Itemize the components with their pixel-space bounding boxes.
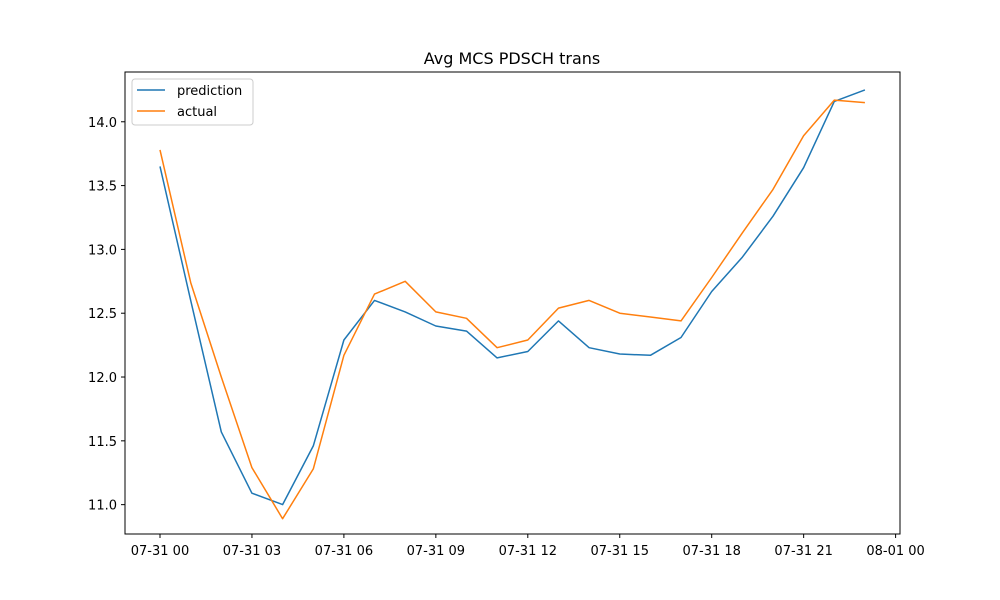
x-tick-label: 07-31 06 — [315, 544, 373, 559]
y-tick-label: 12.5 — [88, 307, 117, 322]
y-tick-label: 13.5 — [88, 180, 117, 195]
plot-frame — [124, 71, 901, 535]
y-axis: 11.0 11.5 12.0 12.5 13.0 13.5 14.0 — [88, 116, 125, 514]
legend-label-actual: actual — [177, 105, 217, 120]
y-tick-label: 11.0 — [88, 499, 117, 514]
y-tick-label: 13.0 — [88, 243, 117, 258]
legend: prediction actual — [131, 78, 254, 126]
series-line-actual — [159, 99, 865, 520]
series-line-prediction — [159, 89, 866, 506]
x-tick-label: 08-01 00 — [866, 544, 924, 559]
y-tick-label: 11.5 — [88, 435, 117, 450]
x-tick-label: 07-31 09 — [407, 544, 465, 559]
x-tick-label: 07-31 00 — [131, 544, 189, 559]
y-tick-label: 12.0 — [88, 371, 117, 386]
x-tick-label: 07-31 03 — [223, 544, 281, 559]
x-tick-label: 07-31 18 — [682, 544, 740, 559]
x-axis: 07-31 00 07-31 03 07-31 06 07-31 09 07-31 12… — [131, 534, 925, 559]
series-layer — [159, 89, 866, 520]
x-tick-label: 07-31 15 — [591, 544, 649, 559]
x-tick-label: 07-31 12 — [499, 544, 557, 559]
legend-label-prediction: prediction — [177, 84, 242, 99]
chart-title: Avg MCS PDSCH trans — [424, 49, 600, 68]
y-tick-label: 14.0 — [88, 116, 117, 131]
x-tick-label: 07-31 21 — [774, 544, 832, 559]
